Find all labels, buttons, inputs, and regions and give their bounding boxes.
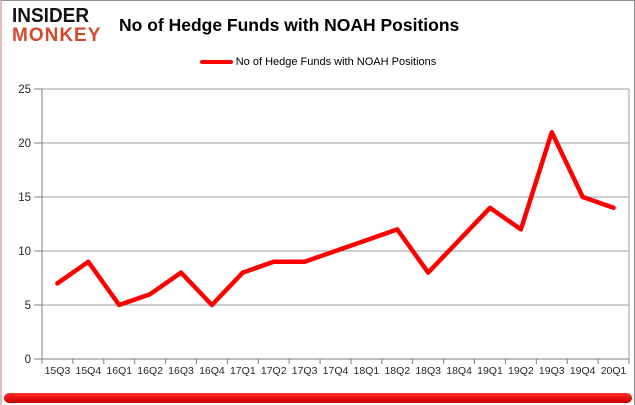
x-tick-label: 17Q1 <box>230 365 256 377</box>
x-tick-label: 15Q4 <box>75 365 101 377</box>
x-tick-label: 16Q1 <box>106 365 132 377</box>
legend-line-swatch <box>199 59 233 65</box>
x-tick-label: 19Q1 <box>477 365 503 377</box>
logo-text-monkey: MONKEY <box>12 25 102 47</box>
logo-text-insider: INSIDER <box>12 5 90 28</box>
x-tick-label: 18Q4 <box>446 365 472 377</box>
x-tick-label: 17Q4 <box>323 365 349 377</box>
x-tick-label: 18Q3 <box>415 365 441 377</box>
x-tick-label: 18Q2 <box>384 365 410 377</box>
chart-legend: No of Hedge Funds with NOAH Positions <box>2 56 634 68</box>
x-tick-label: 16Q3 <box>168 365 194 377</box>
y-tick-label: 20 <box>18 138 31 150</box>
x-tick-label: 19Q3 <box>539 365 565 377</box>
series-line <box>55 129 616 308</box>
x-tick-label: 16Q2 <box>137 365 163 377</box>
x-tick-label: 17Q2 <box>261 365 287 377</box>
y-tick-label: 15 <box>18 192 31 204</box>
y-tick-label: 10 <box>18 246 31 258</box>
bottom-red-bar <box>4 393 632 403</box>
x-tick-label: 17Q3 <box>292 365 318 377</box>
x-tick-label: 19Q2 <box>508 365 534 377</box>
y-tick-label: 5 <box>25 300 31 312</box>
x-tick-label: 19Q4 <box>570 365 596 377</box>
x-tick-label: 15Q3 <box>45 365 71 377</box>
y-tick-label: 25 <box>18 84 31 96</box>
x-tick-label: 16Q4 <box>199 365 225 377</box>
x-tick-label: 18Q1 <box>354 365 380 377</box>
x-tick-label: 20Q1 <box>601 365 627 377</box>
y-tick-label: 0 <box>25 354 31 366</box>
insider-monkey-logo: INSIDER MONKEY <box>12 5 102 47</box>
chart-title: No of Hedge Funds with NOAH Positions <box>119 15 460 35</box>
legend-label: No of Hedge Funds with NOAH Positions <box>235 56 437 68</box>
